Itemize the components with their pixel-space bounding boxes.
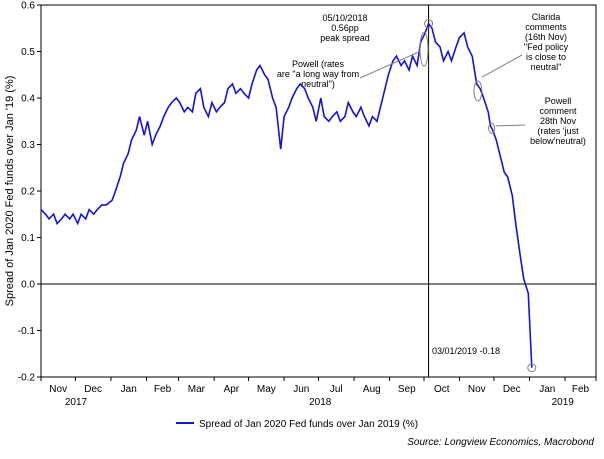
legend-label: Spread of Jan 2020 Fed funds over Jan 20… (199, 419, 418, 430)
annotation-line: Powell (545, 96, 572, 106)
y-tick-label: 0.6 (21, 1, 35, 12)
x-tick-label: May (257, 384, 276, 395)
y-tick-label: -0.2 (18, 373, 36, 384)
legend: Spread of Jan 2020 Fed funds over Jan 20… (176, 419, 418, 430)
trough-marker (527, 363, 537, 373)
x-tick-label: Feb (572, 384, 590, 395)
x-tick-label: Dec (84, 384, 102, 395)
annotation-line: peak spread (320, 33, 370, 43)
clarida-marker (473, 80, 483, 102)
annotation-line: Clarida (532, 12, 561, 22)
annotation-line: below'neutral) (530, 136, 586, 146)
y-tick-label: 0.0 (21, 280, 35, 291)
y-tick-label: 0.4 (21, 94, 35, 105)
annotation-line: Powell (rates (292, 59, 345, 69)
x-tick-label: Sep (398, 384, 416, 395)
x-tick-label: Jan (121, 384, 137, 395)
x-tick-label: Nov (468, 384, 486, 395)
x-tick-label: Feb (154, 384, 172, 395)
annotation-line: is close to (526, 52, 566, 62)
annotation-markers (419, 19, 537, 373)
annotation-line: neutral" (531, 62, 562, 72)
year-label: 2017 (65, 397, 88, 408)
annotation-line: 03/01/2019 -0.18 (432, 346, 500, 356)
x-tick-label: Jul (330, 384, 343, 395)
powell-oct-marker (419, 31, 429, 67)
year-label: 2019 (552, 397, 575, 408)
annotation-leader (359, 51, 421, 79)
annotation-leader (495, 124, 526, 127)
powell-nov-marker (488, 122, 496, 134)
y-tick-label: -0.1 (18, 326, 36, 337)
year-labels: 2017 2018 2019 (65, 397, 574, 408)
annotation-leader (481, 54, 523, 78)
annotation-line: comments (525, 22, 567, 32)
annotation-4: 03/01/2019 -0.18 (432, 346, 500, 356)
annotation-line: neutral") (301, 79, 335, 89)
annotation-line: 28th Nov (540, 116, 577, 126)
year-label: 2018 (309, 397, 332, 408)
annotation-line: "Fed policy (524, 42, 569, 52)
annotation-line: (rates 'just (537, 126, 579, 136)
annotation-0: 05/10/2018 0.56pp peak spread (320, 13, 370, 43)
annotation-line: comment (539, 106, 577, 116)
y-ticks: 0.6 0.5 0.4 0.3 0.2 0.1 0.0 -0.1 -0.2 (18, 1, 41, 384)
y-tick-label: 0.2 (21, 187, 35, 198)
y-tick-label: 0.5 (21, 47, 35, 58)
annotation-line: 0.56pp (331, 23, 359, 33)
x-tick-label: Nov (49, 384, 67, 395)
plot-frame (40, 4, 597, 378)
x-tick-label: Apr (224, 384, 240, 395)
x-ticks: Nov Dec Jan Feb Mar Apr May Jun Jul Aug Sep Oct Nov D… (40, 377, 597, 395)
y-tick-label: 0.3 (21, 140, 35, 151)
annotation-line: (16th Nov) (525, 32, 567, 42)
peak-marker (424, 19, 434, 29)
y-tick-label: 0.1 (21, 233, 35, 244)
annotations: 05/10/2018 0.56pp peak spread Powell (rates… (277, 12, 586, 356)
annotation-3: Powell comment 28th Nov (rates 'just below'n… (530, 96, 586, 146)
x-tick-label: Dec (503, 384, 521, 395)
x-tick-label: Jan (539, 384, 555, 395)
series-line-spread (40, 21, 533, 368)
annotation-2: Clarida comments (16th Nov) "Fed policy is c… (524, 12, 569, 72)
x-tick-label: Mar (188, 384, 206, 395)
annotation-line: 05/10/2018 (322, 13, 367, 23)
annotation-line: are "a long way from (277, 69, 359, 79)
x-tick-label: Oct (434, 384, 450, 395)
x-tick-label: Jun (293, 384, 309, 395)
x-tick-label: Aug (363, 384, 381, 395)
source-note: Source: Longview Economics, Macrobond (407, 437, 594, 448)
y-axis-label: Spread of Jan 2020 Fed funds over Jan '1… (4, 76, 16, 307)
annotation-1: Powell (rates are "a long way from neutral… (277, 59, 359, 89)
